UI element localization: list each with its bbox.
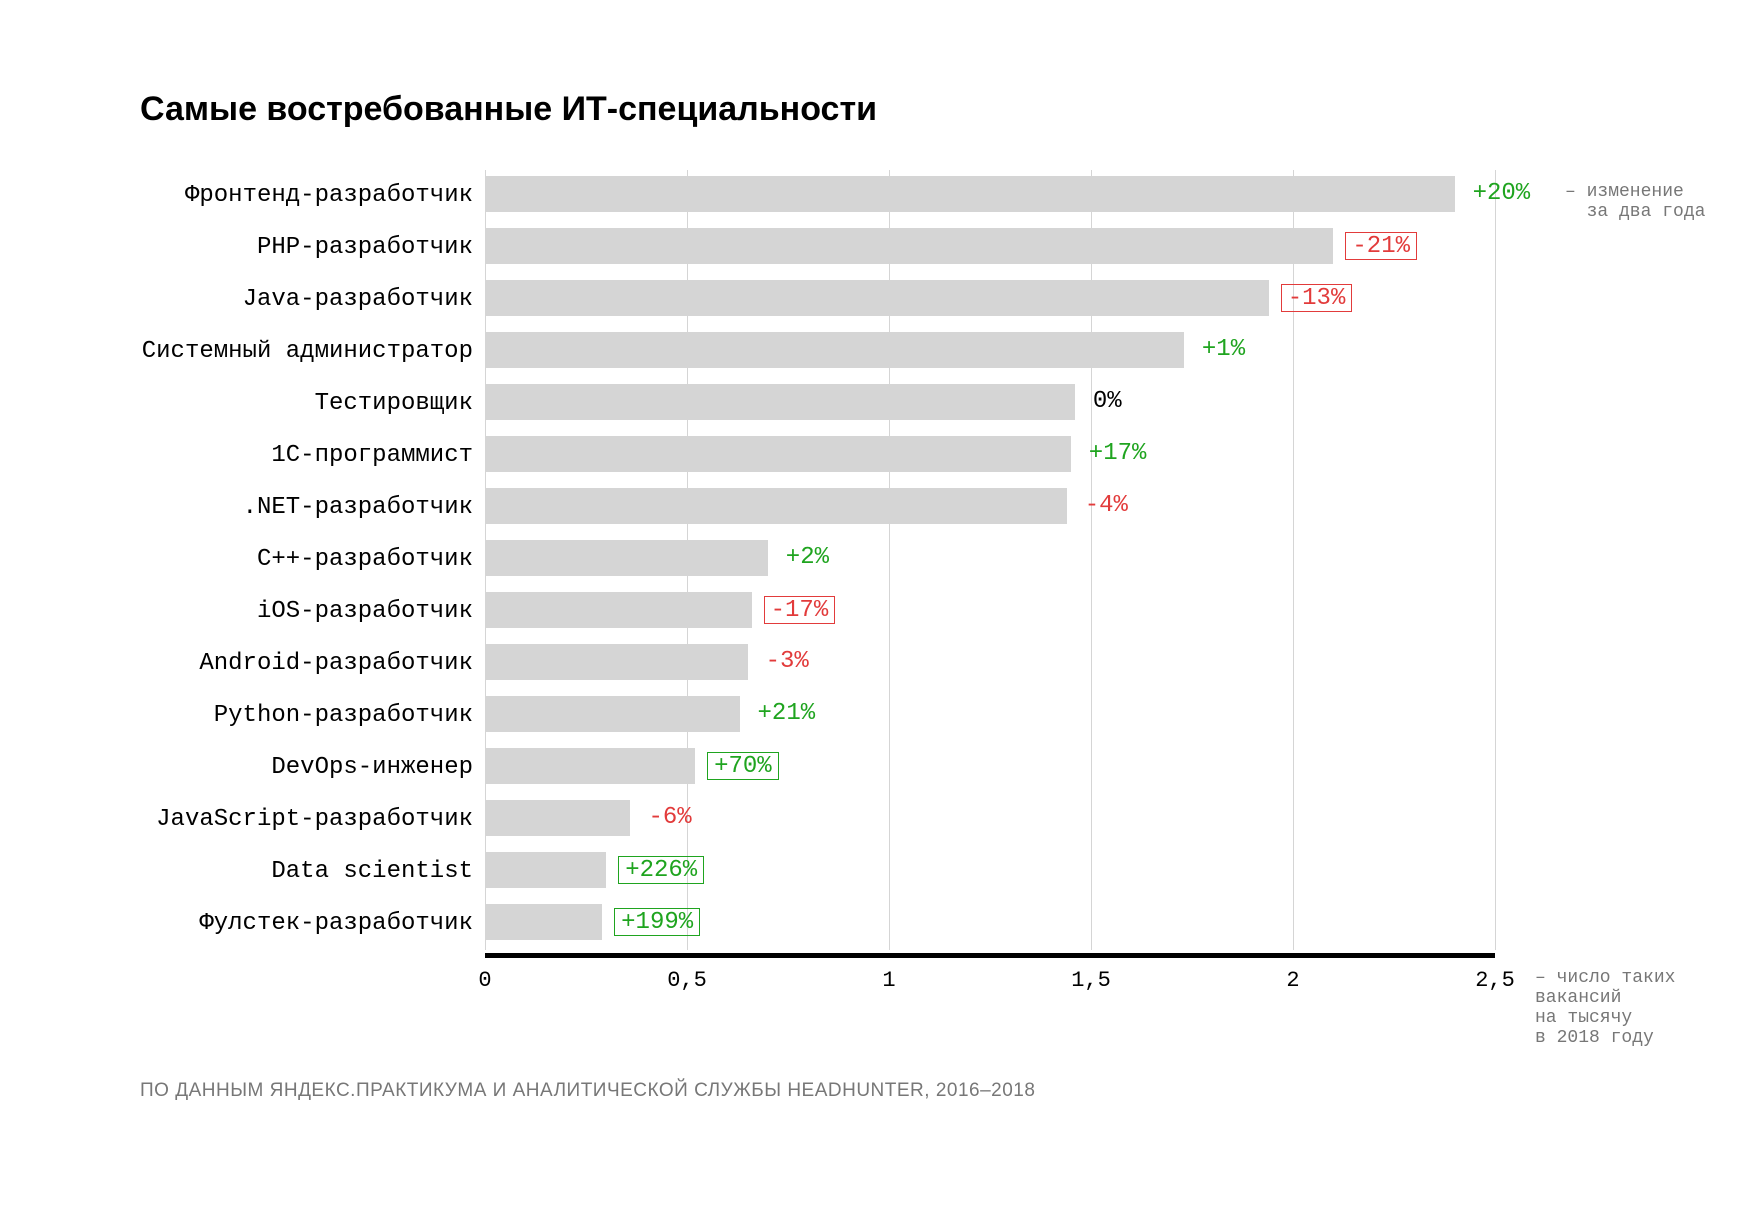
chart-title: Самые востребованные ИТ-специальности xyxy=(140,90,877,129)
bar xyxy=(485,644,748,680)
bar xyxy=(485,696,740,732)
change-label: +70% xyxy=(707,752,779,780)
change-label: 0% xyxy=(1087,388,1128,416)
row-label: C++-разработчик xyxy=(140,534,485,586)
row-plot: -13% xyxy=(485,274,1495,326)
chart-row: Фронтенд-разработчик+20% xyxy=(140,170,1600,222)
row-plot: -4% xyxy=(485,482,1495,534)
row-label: 1C-программист xyxy=(140,430,485,482)
x-tick-label: 2,5 xyxy=(1465,968,1525,993)
page: Самые востребованные ИТ-специальности Фр… xyxy=(0,0,1741,1215)
x-tick-label: 2 xyxy=(1263,968,1323,993)
row-plot: -17% xyxy=(485,586,1495,638)
chart-rows: Фронтенд-разработчик+20%PHP-разработчик-… xyxy=(140,170,1600,950)
bar xyxy=(485,748,695,784)
chart-row: Python-разработчик +21% xyxy=(140,690,1600,742)
chart-row: .NET-разработчик -4% xyxy=(140,482,1600,534)
bar xyxy=(485,800,630,836)
row-label: DevOps-инженер xyxy=(140,742,485,794)
chart-row: JavaScript-разработчик -6% xyxy=(140,794,1600,846)
row-label: .NET-разработчик xyxy=(140,482,485,534)
annotation-change-legend: – изменение за два года xyxy=(1565,182,1705,222)
x-tick-label: 1 xyxy=(859,968,919,993)
change-label: +21% xyxy=(752,700,822,728)
row-plot: 0% xyxy=(485,378,1495,430)
bar xyxy=(485,332,1184,368)
change-label: +1% xyxy=(1196,336,1251,364)
chart-row: Data scientist +226% xyxy=(140,846,1600,898)
chart-row: Android-разработчик -3% xyxy=(140,638,1600,690)
bar xyxy=(485,592,752,628)
chart-area: Фронтенд-разработчик+20%PHP-разработчик-… xyxy=(140,170,1600,950)
row-plot: +1% xyxy=(485,326,1495,378)
annotation-axis-legend: – число таких вакансий на тысячу в 2018 … xyxy=(1535,968,1675,1048)
row-label: Android-разработчик xyxy=(140,638,485,690)
bar xyxy=(485,488,1067,524)
change-label: +2% xyxy=(780,544,835,572)
footer-source: ПО ДАННЫМ ЯНДЕКС.ПРАКТИКУМА И АНАЛИТИЧЕС… xyxy=(140,1080,1035,1102)
row-label: PHP-разработчик xyxy=(140,222,485,274)
row-label: Фронтенд-разработчик xyxy=(140,170,485,222)
change-label: +20% xyxy=(1467,180,1537,208)
row-label: JavaScript-разработчик xyxy=(140,794,485,846)
change-label: +199% xyxy=(614,908,700,936)
row-plot: +199% xyxy=(485,898,1495,950)
row-label: Data scientist xyxy=(140,846,485,898)
row-plot: +226% xyxy=(485,846,1495,898)
chart-row: iOS-разработчик -17% xyxy=(140,586,1600,638)
row-label: Фулстек-разработчик xyxy=(140,898,485,950)
row-plot: +70% xyxy=(485,742,1495,794)
chart-row: Тестировщик 0% xyxy=(140,378,1600,430)
bar xyxy=(485,176,1455,212)
chart-row: PHP-разработчик -21% xyxy=(140,222,1600,274)
row-plot: -3% xyxy=(485,638,1495,690)
change-label: -21% xyxy=(1345,232,1417,260)
bar xyxy=(485,384,1075,420)
chart-row: DevOps-инженер +70% xyxy=(140,742,1600,794)
row-label: iOS-разработчик xyxy=(140,586,485,638)
row-label: Тестировщик xyxy=(140,378,485,430)
x-tick-label: 0 xyxy=(455,968,515,993)
row-plot: -6% xyxy=(485,794,1495,846)
row-plot: +2% xyxy=(485,534,1495,586)
change-label: -6% xyxy=(642,804,697,832)
chart-row: 1C-программист +17% xyxy=(140,430,1600,482)
x-tick-label: 1,5 xyxy=(1061,968,1121,993)
x-tick-label: 0,5 xyxy=(657,968,717,993)
bar xyxy=(485,280,1269,316)
row-label: Java-разработчик xyxy=(140,274,485,326)
bar xyxy=(485,436,1071,472)
chart-row: Фулстек-разработчик +199% xyxy=(140,898,1600,950)
chart-row: Системный администратор +1% xyxy=(140,326,1600,378)
row-plot: +17% xyxy=(485,430,1495,482)
bar xyxy=(485,228,1333,264)
change-label: +226% xyxy=(618,856,704,884)
change-label: +17% xyxy=(1083,440,1153,468)
bar xyxy=(485,904,602,940)
row-plot: +20% xyxy=(485,170,1495,222)
change-label: -4% xyxy=(1079,492,1134,520)
change-label: -13% xyxy=(1281,284,1353,312)
row-plot: -21% xyxy=(485,222,1495,274)
bar xyxy=(485,852,606,888)
row-plot: +21% xyxy=(485,690,1495,742)
change-label: -17% xyxy=(764,596,836,624)
bar xyxy=(485,540,768,576)
x-axis-line xyxy=(485,953,1495,958)
chart-row: C++-разработчик +2% xyxy=(140,534,1600,586)
chart-row: Java-разработчик -13% xyxy=(140,274,1600,326)
change-label: -3% xyxy=(760,648,815,676)
row-label: Python-разработчик xyxy=(140,690,485,742)
row-label: Системный администратор xyxy=(140,326,485,378)
